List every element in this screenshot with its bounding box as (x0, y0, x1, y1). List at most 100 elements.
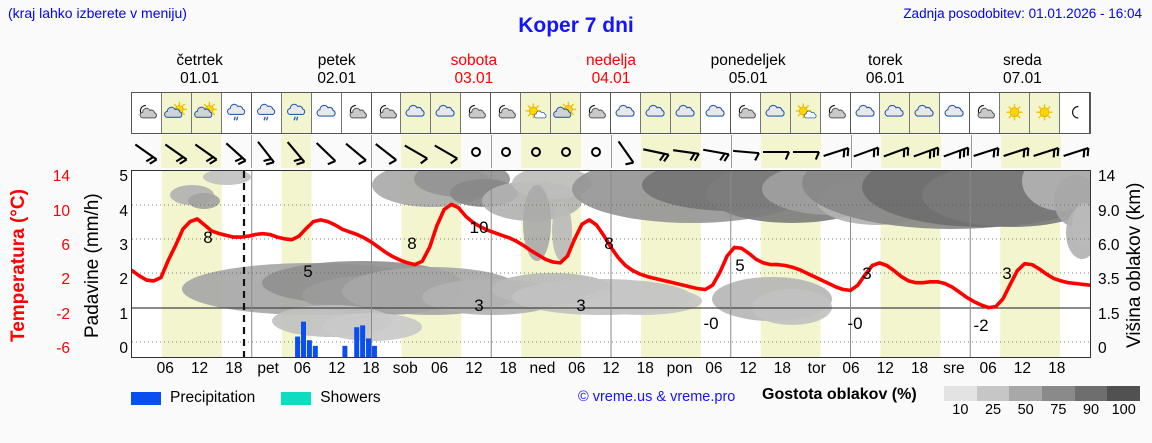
temperature-point-label: 5 (735, 256, 744, 275)
weather-icon-moon-cloud (731, 93, 761, 133)
precipitation-axis-title: Padavine (mm/h) (82, 193, 103, 338)
day-date: 03.01 (454, 70, 494, 87)
weather-icon-sun-cloud (161, 93, 192, 133)
cloud-density-step (1074, 386, 1108, 401)
axis-tick: 10 (52, 203, 70, 220)
axis-tick: 0 (119, 340, 128, 357)
legend-item-showers: Showers (281, 389, 381, 407)
wind-barb (941, 135, 971, 168)
cloud-density-value: 90 (1082, 402, 1100, 418)
x-tick-label: 18 (636, 360, 654, 377)
weather-icon-sun (1000, 93, 1031, 133)
axis-tick: 1 (119, 306, 128, 323)
temperature-point-label: 3 (862, 264, 871, 283)
day-date: 01.01 (180, 70, 219, 87)
temperature-point-label: 8 (203, 228, 212, 247)
x-tick-label: 06 (156, 360, 174, 377)
day-header-1: četrtek 01.01 (131, 52, 268, 90)
axis-tick: 9.0 (1098, 203, 1120, 220)
wind-barb (641, 135, 671, 168)
wind-barb (491, 135, 521, 168)
cloud-density-value: 50 (1017, 402, 1034, 418)
axis-tick: 14 (1098, 168, 1116, 185)
weather-icon-cloud (940, 93, 971, 133)
wind-barb (341, 135, 371, 168)
day-name: sreda (1003, 52, 1042, 69)
x-tick-label: pon (666, 360, 693, 377)
day-separator (851, 135, 852, 168)
x-tick-label: 18 (362, 360, 380, 377)
axis-tick: 5 (119, 168, 128, 185)
cloud-density-blob (188, 193, 220, 209)
day-date: 06.01 (865, 70, 905, 87)
weather-icon-cloud-drizzle (252, 93, 282, 133)
weather-icon-moon-cloud (821, 93, 851, 133)
weather-icon-cloud (760, 93, 791, 133)
cloud-density-blob (523, 185, 551, 261)
x-tick-label: 18 (773, 360, 792, 377)
day-date: 05.01 (728, 70, 768, 87)
day-date: 04.01 (591, 70, 631, 87)
x-tick-label: 12 (465, 360, 483, 377)
wind-barb (311, 135, 341, 168)
day-name: nedelja (585, 52, 636, 69)
x-tick-label: 06 (705, 360, 723, 377)
temperature-point-label: 3 (474, 296, 483, 315)
day-header-2: petek 02.01 (268, 52, 405, 90)
temperature-line (132, 202, 1090, 310)
wind-barb (791, 135, 821, 168)
day-date: 02.01 (317, 70, 357, 87)
cloud-density-step (1107, 386, 1141, 401)
temperature-axis-title: Temperatura (°C) (8, 189, 29, 342)
cloud-density-step (1009, 386, 1043, 401)
weather-icon-sun-cloud (551, 93, 582, 133)
weather-icon-sun-smallcloud (521, 93, 552, 133)
day-name: torek (868, 52, 903, 69)
weather-icon-sun-smallcloud (790, 93, 821, 133)
wind-barb (281, 135, 311, 168)
x-tick-label: 06 (842, 360, 860, 377)
weather-icon-moon-cloud (581, 93, 611, 133)
legend-item-precipitation: Precipitation (131, 389, 255, 407)
temperature-point-label: -2 (973, 316, 988, 335)
wind-barb (131, 135, 161, 168)
x-tick-label: 06 (568, 360, 586, 377)
axis-tick: 0 (1098, 340, 1107, 357)
weather-icon-moon (1060, 93, 1090, 133)
precipitation-bar (342, 345, 348, 357)
x-tick-label: 12 (1013, 360, 1032, 377)
wind-barb (731, 135, 761, 168)
weather-icon-cloud (611, 93, 641, 133)
precipitation-bar (306, 340, 312, 357)
temperature-point-label: 8 (604, 234, 613, 253)
wind-barb (581, 135, 611, 168)
x-tick-label: 06 (430, 360, 449, 377)
temperature-point-label: 5 (303, 262, 312, 281)
axis-tick: 2 (61, 271, 70, 288)
weather-icon-moon-cloud (342, 93, 372, 133)
temperature-point-label: -0 (703, 314, 718, 333)
wind-barb (701, 135, 731, 168)
copyright-link[interactable]: © vreme.us & vreme.pro (578, 389, 736, 405)
wind-barb (1061, 135, 1091, 168)
x-tick-label: tor (807, 360, 826, 377)
wind-barb (611, 135, 641, 168)
x-tick-label: 18 (910, 360, 929, 377)
weather-icon-row (131, 92, 1091, 134)
weather-icon-cloud (670, 93, 701, 133)
cloud-density-gradient (944, 386, 1141, 401)
day-header-3: sobota 03.01 (405, 52, 542, 90)
x-axis-tick-labels: 06 12 18 pet 06 12 18 sob 06 12 18 ned 06 12 18 pon 06 12… (131, 360, 1091, 382)
axis-tick: 2 (119, 271, 128, 288)
cloud-density-blob (203, 171, 251, 185)
day-separator (491, 135, 492, 168)
page-title: Koper 7 dni (518, 14, 634, 37)
cloud-density-scale: 10 25 50 75 90 100 (944, 386, 1141, 418)
cloud-density-value: 10 (952, 402, 969, 418)
wind-barb (191, 135, 221, 168)
cloud-height-axis-title: Višina oblakov (km) (1124, 182, 1145, 349)
cloud-density-scale-labels: 10 25 50 75 90 100 (944, 402, 1140, 418)
weather-icon-moon-cloud (491, 93, 522, 133)
wind-barb-row (131, 135, 1091, 168)
